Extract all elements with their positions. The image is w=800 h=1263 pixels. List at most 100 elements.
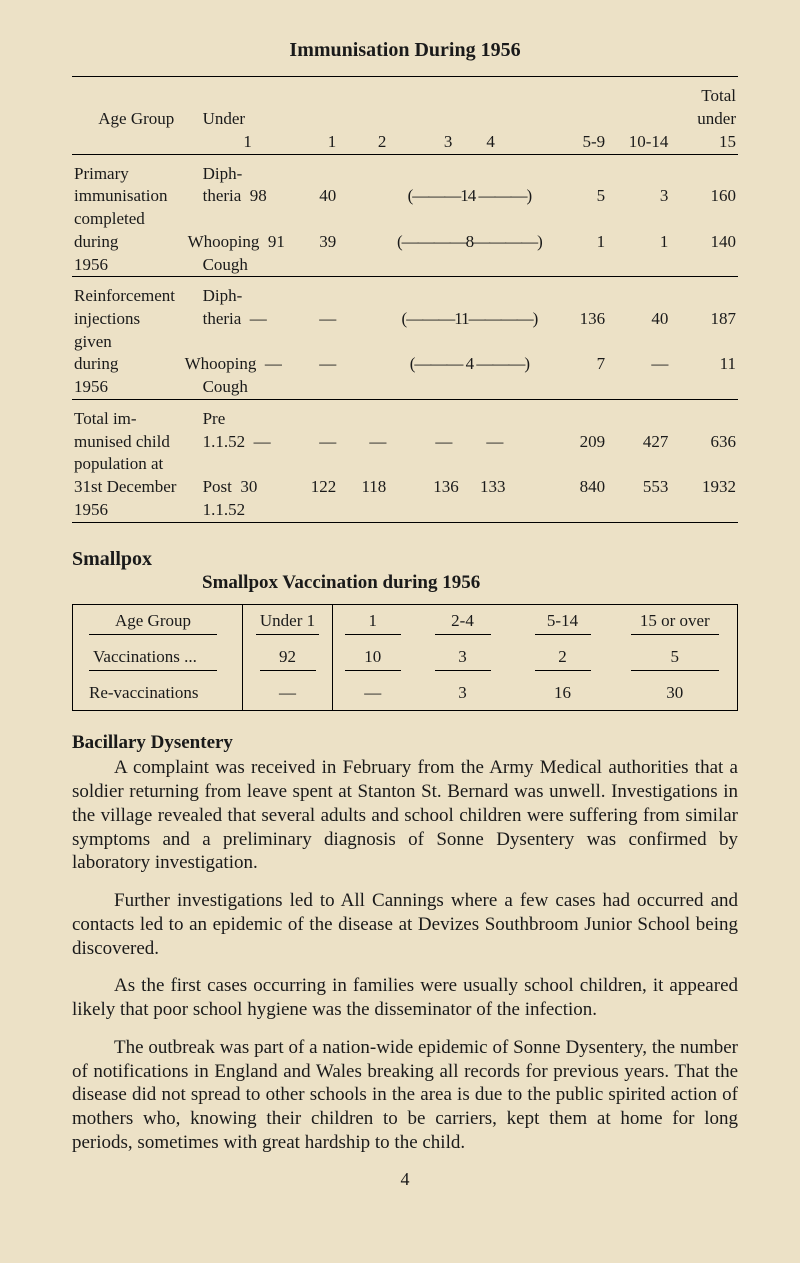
b1-l2a: immunisation: [72, 185, 201, 208]
hdr-59: 5-9: [551, 131, 608, 154]
b3-l1b: Pre: [201, 408, 295, 431]
b3-l2a: munised child: [72, 431, 201, 454]
b1r2-u1: 91: [268, 232, 285, 251]
hdr-4: 4: [486, 132, 495, 151]
page-number: 4: [72, 1169, 738, 1191]
b3-l4b: Post: [203, 477, 232, 496]
b3r1-u1: —: [254, 432, 271, 451]
smallpox-table: Age Group Under 1 1 2-4 5-14 15 or over …: [72, 604, 738, 711]
b3r1-c3: —: [435, 432, 452, 451]
b2r1-c1: —: [295, 308, 339, 331]
b1r1-15: 160: [670, 185, 738, 208]
t2-r1-24: 3: [435, 647, 491, 671]
b2-l1b: Diph-: [201, 285, 295, 308]
b3r2-c3: 136: [433, 477, 459, 496]
b3r2-c1: 122: [295, 476, 339, 499]
b3r1-59: 209: [551, 431, 608, 454]
t2-r1-u1: 92: [260, 647, 316, 671]
b2r2-c1: —: [295, 353, 339, 376]
b1r2-59: 1: [551, 231, 608, 254]
b2r1-15: 187: [670, 308, 738, 331]
b2r2-15: 11: [670, 353, 738, 376]
t2-r2-u1: —: [243, 677, 333, 711]
immunisation-table: Total Age Group Under under 1 1 2 3 4 5-…: [72, 76, 738, 530]
t2-r1-15: 5: [631, 647, 719, 671]
b1-l5b: Cough: [201, 254, 295, 277]
b3r2-1014: 553: [607, 476, 670, 499]
hdr-under: Under: [201, 108, 295, 131]
page-title: Immunisation During 1956: [72, 38, 738, 62]
b3r2-15: 1932: [670, 476, 738, 499]
b1-l1a: Primary: [72, 163, 201, 186]
t2-r2-514: 16: [513, 677, 613, 711]
b3-l4a: 31st December: [72, 476, 201, 499]
b2r1-1014: 40: [607, 308, 670, 331]
b3r1-c2: —: [338, 431, 388, 454]
hdr-2: 2: [338, 131, 388, 154]
b3-l5a: 1956: [72, 499, 201, 522]
b3r2-c2: 118: [338, 476, 388, 499]
b3-l5b: 1.1.52: [201, 499, 295, 522]
b2r1-mid: (———11————): [388, 308, 550, 331]
hdr-1014: 10-14: [607, 131, 670, 154]
hdr-15: 15: [670, 131, 738, 154]
paragraph-1: A complaint was received in February fro…: [72, 756, 738, 875]
t2-r1-lbl: Vaccinations ...: [89, 647, 217, 671]
t2-r1-1: 10: [345, 647, 401, 671]
b1-l3a: completed: [72, 208, 201, 231]
b3r2-c4: 133: [480, 477, 506, 496]
t2-r1-514: 2: [535, 647, 591, 671]
b3-l2b: 1.1.52: [203, 432, 246, 451]
t2-h-u1: Under 1: [256, 611, 319, 635]
b2-l3a: given: [72, 331, 201, 354]
t2-h-514: 5-14: [535, 611, 591, 635]
b1r2-c1: 39: [295, 231, 339, 254]
b3r2-u1: 30: [240, 477, 257, 496]
b2r2-u1: —: [265, 354, 282, 373]
b2-l1a: Reinforcement: [72, 285, 201, 308]
t2-r2-15: 30: [613, 677, 738, 711]
hdr-1: 1: [295, 131, 339, 154]
b2-l5a: 1956: [72, 376, 201, 399]
t2-h-24: 2-4: [435, 611, 491, 635]
bacillary-heading: Bacillary Dysentery: [72, 731, 738, 754]
b2r1-59: 136: [551, 308, 608, 331]
hdr-total: Total: [670, 85, 738, 108]
t2-r2-lbl: Re-vaccinations: [73, 677, 243, 711]
b2-l2a: injections: [72, 308, 201, 331]
b3r1-c4: —: [486, 432, 503, 451]
b1r2-1014: 1: [607, 231, 670, 254]
b1-l4a: during: [72, 231, 201, 254]
hdr-3: 3: [444, 132, 453, 151]
b3r1-1014: 427: [607, 431, 670, 454]
b1r2-15: 140: [670, 231, 738, 254]
hdr-age: Age Group: [72, 108, 201, 131]
paragraph-2: Further investigations led to All Cannin…: [72, 889, 738, 960]
paragraph-3: As the first cases occurring in families…: [72, 974, 738, 1022]
paragraph-4: The outbreak was part of a nation-wide e…: [72, 1036, 738, 1155]
b1-l5a: 1956: [72, 254, 201, 277]
b1r1-mid: (———14 ———): [388, 185, 550, 208]
b3-l1a: Total im-: [72, 408, 201, 431]
b2-l4b: Whooping: [185, 354, 257, 375]
smallpox-subtitle: Smallpox Vaccination during 1956: [202, 571, 738, 594]
b2r2-1014: —: [607, 353, 670, 376]
b1r2-mid: (————8————): [388, 231, 550, 254]
b3r1-c1: —: [295, 431, 339, 454]
b2-l2b: theria: [203, 309, 242, 328]
b1-l1b: Diph-: [201, 163, 295, 186]
b2-l4a: during: [72, 353, 201, 376]
b1r1-59: 5: [551, 185, 608, 208]
smallpox-heading: Smallpox: [72, 547, 738, 571]
b1-l4b: Whooping: [188, 232, 260, 253]
b2-l5b: Cough: [201, 376, 295, 399]
t2-h-15: 15 or over: [631, 611, 719, 635]
b2r2-59: 7: [551, 353, 608, 376]
hdr-u1: 1: [201, 131, 295, 154]
b1-l2b: theria: [203, 186, 242, 205]
b3r1-15: 636: [670, 431, 738, 454]
b2r1-u1: —: [250, 309, 267, 328]
b3-l3a: population at: [72, 453, 201, 476]
t2-h-age: Age Group: [89, 611, 217, 635]
hdr-under2: under: [670, 108, 738, 131]
